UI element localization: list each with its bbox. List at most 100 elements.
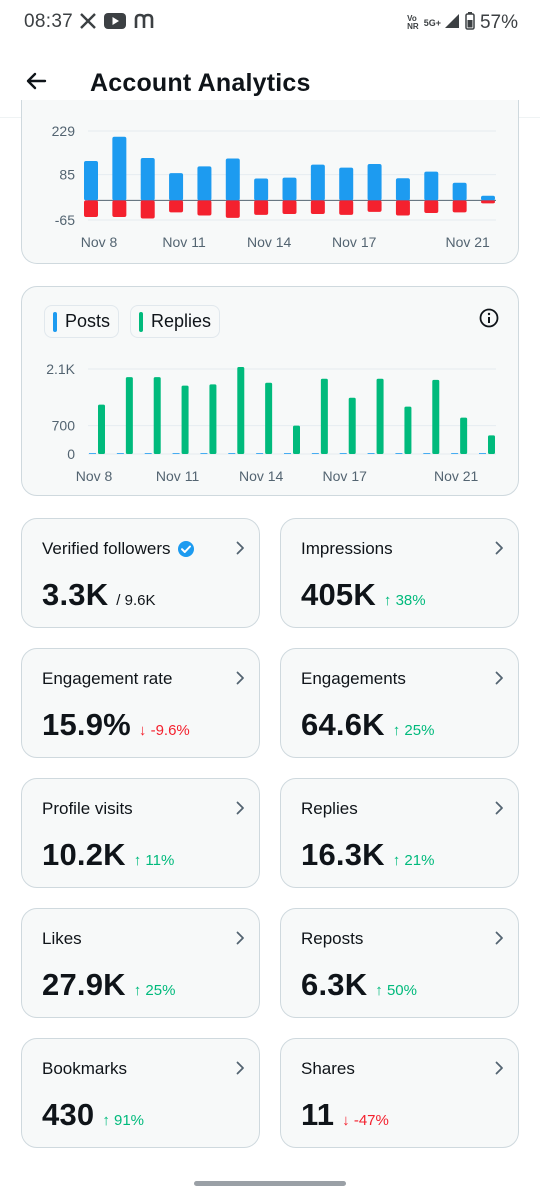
negative-bar[interactable] — [367, 200, 382, 212]
positive-bar[interactable] — [481, 195, 495, 201]
replies-bar[interactable] — [209, 384, 217, 454]
negative-bar[interactable] — [169, 200, 184, 213]
negative-bar[interactable] — [140, 200, 155, 219]
posts-bar[interactable] — [144, 453, 152, 454]
negative-bar[interactable] — [225, 200, 240, 218]
chevron-right-icon[interactable] — [233, 1061, 247, 1075]
info-icon[interactable] — [478, 307, 500, 329]
chevron-right-icon[interactable] — [233, 541, 247, 555]
x-tick-label: Nov 11 — [162, 234, 206, 250]
posts-bar[interactable] — [395, 453, 403, 454]
negative-bar[interactable] — [112, 200, 127, 217]
metric-title: Shares — [301, 1059, 355, 1079]
replies-bar[interactable] — [125, 377, 133, 454]
chevron-right-icon[interactable] — [492, 931, 506, 945]
metric-change: ↑ 38% — [383, 592, 426, 609]
metric-title-text: Engagement rate — [42, 669, 173, 688]
replies-bar[interactable] — [293, 425, 300, 454]
replies-bar[interactable] — [153, 377, 161, 454]
metric-card-replies[interactable]: Replies 16.3K ↑ 21% — [280, 778, 519, 888]
chevron-right-icon[interactable] — [492, 541, 506, 555]
metric-card-engagement-rate[interactable]: Engagement rate 15.9% ↓ -9.6% — [21, 648, 260, 758]
negative-bar[interactable] — [339, 200, 354, 215]
replies-bar[interactable] — [320, 378, 328, 454]
positive-bar[interactable] — [254, 178, 269, 201]
back-button[interactable] — [20, 65, 52, 97]
replies-bar[interactable] — [348, 397, 356, 454]
metric-card-likes[interactable]: Likes 27.9K ↑ 25% — [21, 908, 260, 1018]
posts-bar[interactable] — [172, 453, 180, 454]
legend-label-replies: Replies — [151, 311, 212, 331]
posts-bar[interactable] — [367, 453, 375, 454]
replies-bar[interactable] — [98, 404, 105, 454]
positive-bar[interactable] — [395, 178, 410, 201]
positive-bar[interactable] — [112, 136, 127, 201]
replies-bar[interactable] — [376, 378, 384, 454]
replies-bar[interactable] — [460, 417, 468, 454]
posts-bar[interactable] — [256, 453, 264, 454]
battery-percent: 57% — [479, 12, 518, 33]
negative-bar[interactable] — [452, 200, 467, 213]
home-indicator[interactable] — [194, 1181, 346, 1186]
positive-bar[interactable] — [169, 173, 184, 201]
metric-value: 405K — [301, 577, 376, 612]
negative-bar[interactable] — [84, 200, 98, 217]
posts-bar[interactable] — [228, 453, 236, 454]
positive-bar[interactable] — [140, 157, 155, 201]
posts-bar[interactable] — [423, 453, 431, 454]
replies-bar[interactable] — [265, 382, 273, 454]
posts-bar[interactable] — [116, 453, 124, 454]
metric-value-row: 64.6K ↑ 25% — [301, 707, 434, 743]
replies-bar[interactable] — [181, 385, 189, 454]
metric-title: Engagement rate — [42, 669, 172, 689]
posts-bar[interactable] — [311, 453, 319, 454]
negative-bar[interactable] — [310, 200, 325, 214]
metric-title: Reposts — [301, 929, 363, 949]
positive-bar[interactable] — [84, 160, 98, 201]
positive-bar[interactable] — [367, 163, 382, 201]
chevron-right-icon[interactable] — [233, 931, 247, 945]
metric-card-profile-visits[interactable]: Profile visits 10.2K ↑ 11% — [21, 778, 260, 888]
positive-bar[interactable] — [282, 177, 297, 201]
chevron-right-icon[interactable] — [233, 801, 247, 815]
positive-bar[interactable] — [339, 167, 354, 201]
metric-title-text: Profile visits — [42, 799, 133, 818]
positive-bar[interactable] — [225, 158, 240, 201]
replies-bar[interactable] — [237, 366, 245, 454]
positive-bar[interactable] — [310, 164, 325, 201]
replies-bar[interactable] — [488, 435, 495, 454]
metric-card-shares[interactable]: Shares 11 ↓ -47% — [280, 1038, 519, 1148]
posts-bar[interactable] — [451, 453, 459, 454]
legend-chip-posts[interactable]: Posts — [44, 305, 120, 338]
negative-bar[interactable] — [424, 200, 439, 214]
posts-replies-chart-card: Posts Replies 2.1K 700 0 Nov 8 Nov 11 Nov 14 N… — [21, 286, 519, 496]
chevron-right-icon[interactable] — [492, 671, 506, 685]
chevron-right-icon[interactable] — [233, 671, 247, 685]
posts-bar[interactable] — [284, 453, 291, 454]
positive-bar[interactable] — [424, 171, 439, 201]
negative-bar[interactable] — [282, 200, 297, 214]
legend-chip-replies[interactable]: Replies — [130, 305, 221, 338]
negative-bar[interactable] — [481, 200, 495, 204]
positive-bar[interactable] — [197, 166, 212, 201]
posts-bar[interactable] — [200, 453, 208, 454]
posts-bar[interactable] — [339, 453, 347, 454]
chevron-right-icon[interactable] — [492, 801, 506, 815]
metric-card-reposts[interactable]: Reposts 6.3K ↑ 50% — [280, 908, 519, 1018]
posts-bar[interactable] — [479, 453, 486, 454]
engagement-bar-chart[interactable]: 229 85 -65 Nov 8 Nov 11 Nov 14 Nov 17 Nov 21 — [22, 100, 520, 264]
negative-bar[interactable] — [395, 200, 410, 216]
replies-bar[interactable] — [432, 379, 440, 454]
replies-bar[interactable] — [404, 406, 412, 454]
metric-card-engagements[interactable]: Engagements 64.6K ↑ 25% — [280, 648, 519, 758]
positive-bar[interactable] — [452, 182, 467, 201]
x-tick-label: Nov 11 — [156, 468, 200, 484]
metric-card-impressions[interactable]: Impressions 405K ↑ 38% — [280, 518, 519, 628]
chevron-right-icon[interactable] — [492, 1061, 506, 1075]
negative-bar[interactable] — [197, 200, 212, 216]
negative-bar[interactable] — [254, 200, 269, 215]
metric-card-verified-followers[interactable]: Verified followers 3.3K / 9.6K — [21, 518, 260, 628]
posts-bar[interactable] — [89, 453, 96, 454]
metric-card-bookmarks[interactable]: Bookmarks 430 ↑ 91% — [21, 1038, 260, 1148]
